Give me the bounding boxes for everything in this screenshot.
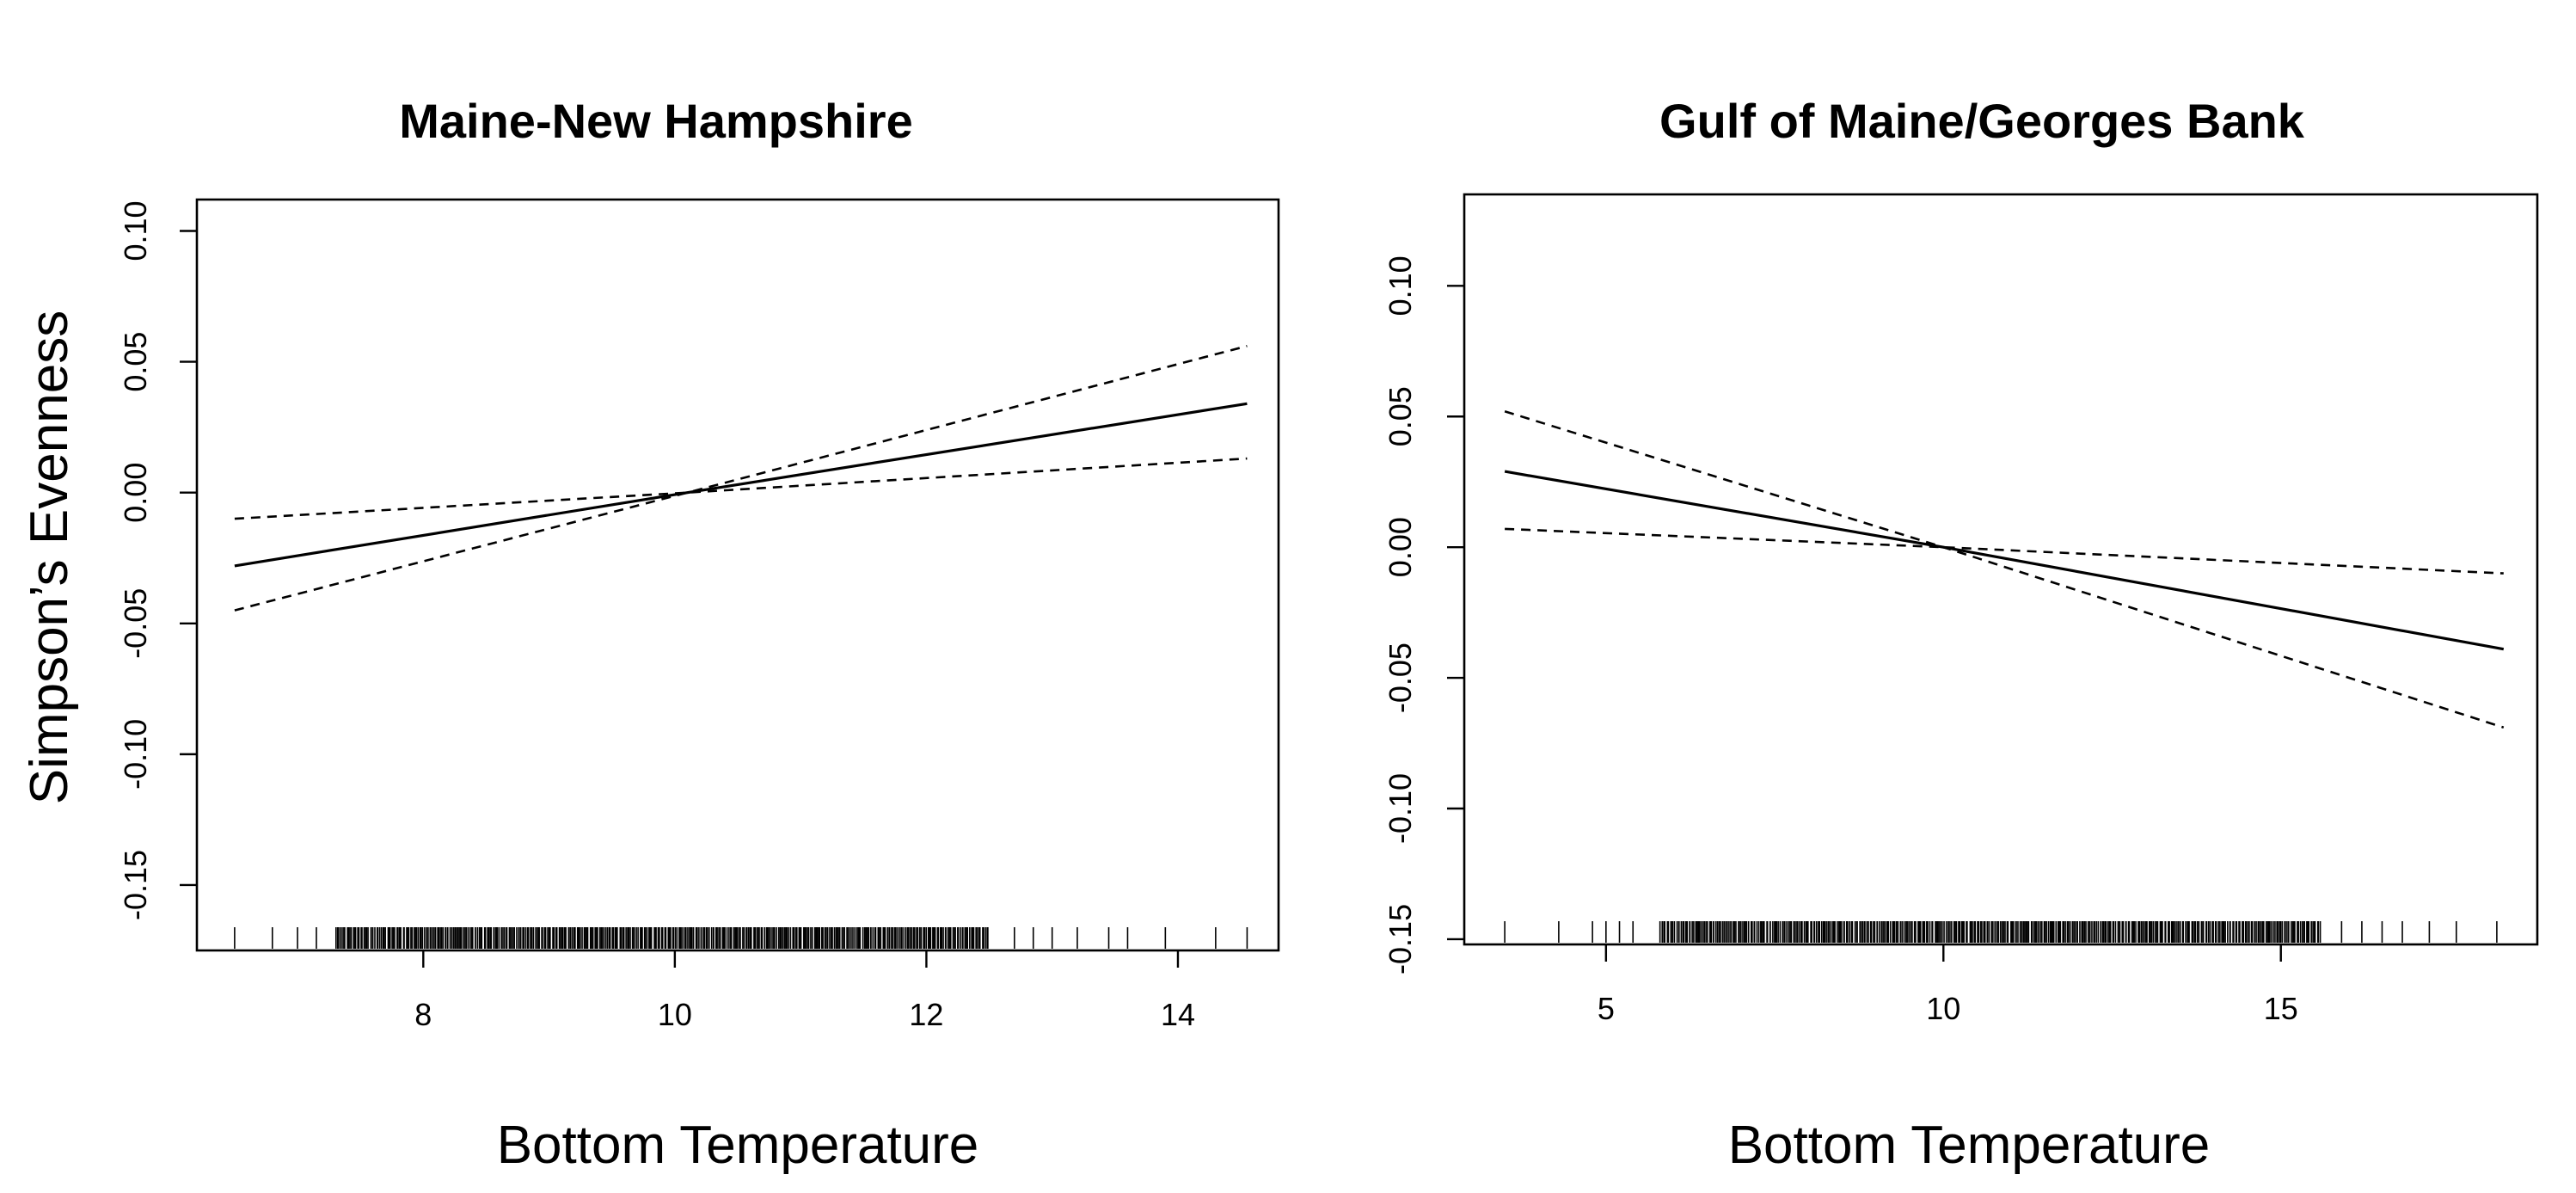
y-tick-label: 0.10: [118, 200, 153, 261]
plot-frame: [1463, 193, 2539, 946]
y-tick-label: 0.10: [1383, 255, 1418, 316]
fit-lines: [1504, 409, 2505, 729]
y-tick-label: -0.10: [1383, 773, 1418, 844]
y-tick-label: 0.05: [1383, 386, 1418, 446]
confidence-band-line: [234, 457, 1248, 520]
panel-title: Gulf of Maine/Georges Bank: [1659, 94, 2305, 148]
y-tick-label: -0.05: [1383, 643, 1418, 713]
x-tick-label: 5: [1598, 991, 1615, 1026]
fitted-line: [1504, 470, 2505, 651]
x-axis: 5 10 15: [1598, 944, 2298, 1026]
fit-lines: [234, 345, 1248, 612]
x-axis: 8 10 12 14: [414, 950, 1195, 1032]
x-tick-label: 10: [658, 997, 692, 1032]
y-tick-label: -0.05: [118, 588, 153, 659]
confidence-band-line: [234, 345, 1248, 612]
x-tick-label: 15: [2264, 991, 2298, 1026]
y-tick-label: -0.15: [118, 850, 153, 920]
y-tick-label: 0.05: [118, 332, 153, 392]
panel-title: Maine-New Hampshire: [399, 94, 913, 148]
rug-marks: [234, 927, 1248, 949]
y-tick-label: -0.15: [1383, 904, 1418, 975]
x-axis-label: Bottom Temperature: [1728, 1116, 2211, 1175]
y-axis: -0.15 -0.10 -0.05 0.00 0.05 0.10: [118, 200, 197, 920]
plot-frame: [195, 198, 1280, 952]
panel-maine-new-hampshire: Maine-New Hampshire -0.15 -0.10 -0.05 0.00 0…: [118, 94, 1280, 1175]
y-tick-label: -0.10: [118, 719, 153, 790]
panel-gulf-of-maine-georges-bank: Gulf of Maine/Georges Bank -0.15-0.10-0.…: [1383, 94, 2539, 1175]
x-tick-label: 8: [414, 997, 432, 1032]
fitted-line: [234, 402, 1248, 568]
figure-ylabel: Simpson’s Evenness: [20, 311, 79, 804]
y-axis: -0.15 -0.10 -0.05 0.00 0.05 0.10: [1383, 255, 1464, 975]
confidence-band-line: [1504, 409, 2505, 729]
y-tick-label: 0.00: [118, 463, 153, 523]
rug-marks: [1504, 921, 2498, 943]
y-tick-label: 0.00: [1383, 517, 1418, 577]
x-tick-label: 12: [909, 997, 943, 1032]
x-tick-label: 10: [1926, 991, 1960, 1026]
x-axis-label: Bottom Temperature: [497, 1116, 979, 1175]
x-tick-label: 14: [1161, 997, 1195, 1032]
